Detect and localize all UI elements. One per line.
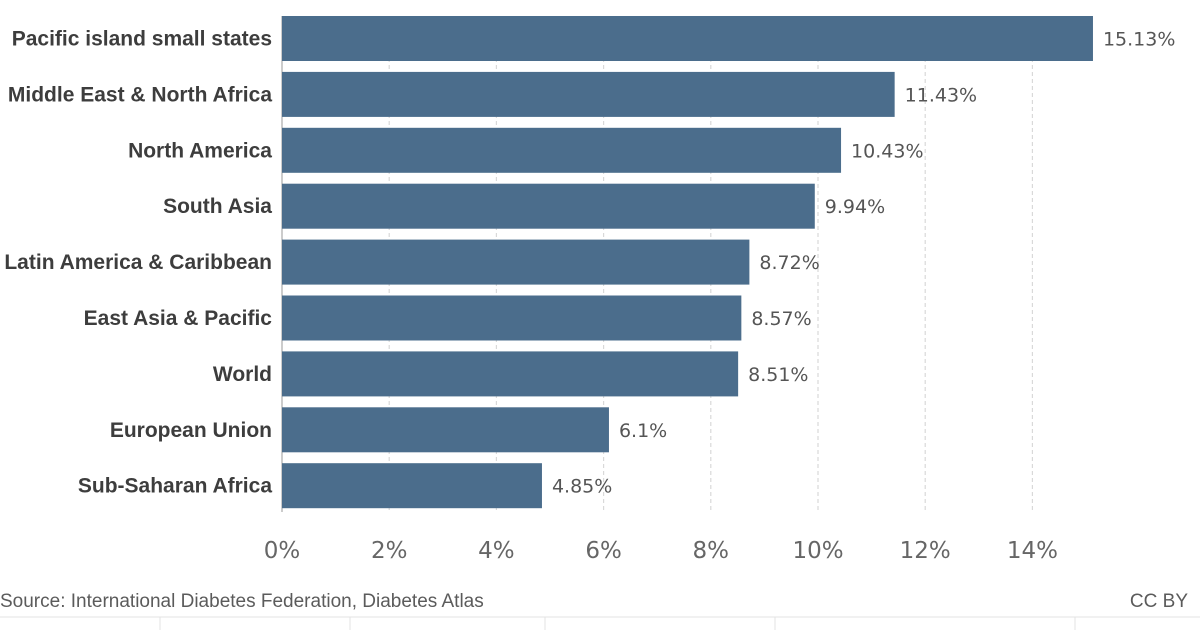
category-label: South Asia — [163, 195, 272, 218]
value-label: 15.13% — [1103, 29, 1175, 51]
value-label: 4.85% — [552, 476, 612, 498]
bar[interactable] — [282, 407, 609, 453]
category-label: Pacific island small states — [12, 28, 272, 51]
bar[interactable] — [282, 295, 742, 341]
category-label: Latin America & Caribbean — [4, 251, 272, 274]
category-label: Middle East & North Africa — [8, 83, 272, 106]
category-label: Sub-Saharan Africa — [78, 475, 272, 498]
x-axis-ticks: 0% 2% 4% 6% 8% 10% 12% 14% — [264, 538, 1058, 564]
category-label: North America — [128, 139, 272, 162]
x-tick-label: 14% — [1007, 538, 1058, 564]
value-label: 8.57% — [751, 308, 811, 330]
category-label: World — [213, 363, 272, 386]
x-tick-label: 6% — [585, 538, 622, 564]
bars — [282, 16, 1093, 509]
bar[interactable] — [282, 463, 542, 509]
value-labels: 15.13% 11.43% 10.43% 9.94% 8.72% 8.57% 8.51% 6.… — [552, 29, 1175, 498]
bar[interactable] — [282, 183, 815, 229]
x-tick-label: 2% — [371, 538, 408, 564]
category-label: European Union — [110, 419, 272, 442]
footer: Source: International Diabetes Federatio… — [0, 591, 1200, 630]
bar[interactable] — [282, 239, 750, 285]
x-tick-label: 12% — [900, 538, 951, 564]
value-label: 8.51% — [748, 364, 808, 386]
category-labels: Pacific island small states Middle East &… — [4, 28, 272, 498]
x-tick-label: 4% — [478, 538, 515, 564]
source-note: Source: International Diabetes Federatio… — [0, 591, 484, 612]
value-label: 9.94% — [825, 196, 885, 218]
x-tick-label: 10% — [792, 538, 843, 564]
bar[interactable] — [282, 127, 842, 173]
value-label: 6.1% — [619, 420, 667, 442]
x-tick-label: 8% — [693, 538, 730, 564]
value-label: 11.43% — [905, 84, 977, 106]
value-label: 10.43% — [851, 140, 923, 162]
x-tick-label: 0% — [264, 538, 301, 564]
bar[interactable] — [282, 71, 895, 117]
license-link[interactable]: CC BY — [1130, 591, 1188, 612]
value-label: 8.72% — [759, 252, 819, 274]
category-label: East Asia & Pacific — [84, 307, 273, 330]
bar[interactable] — [282, 351, 739, 397]
bar[interactable] — [282, 16, 1093, 61]
